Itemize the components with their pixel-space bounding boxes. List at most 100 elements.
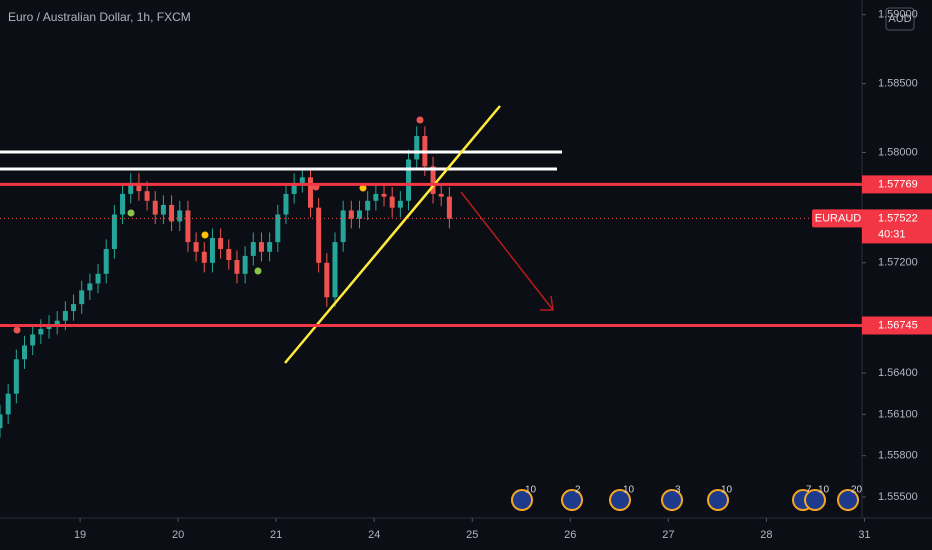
candle-body <box>193 242 199 252</box>
y-tick-label: 1.58000 <box>878 146 918 158</box>
candle-body <box>177 210 183 222</box>
event-icon <box>609 489 631 511</box>
indicator-dot <box>416 116 424 124</box>
candle-body <box>340 210 346 243</box>
candle-body <box>250 242 256 256</box>
candle-body <box>209 237 215 263</box>
candle-body <box>103 249 109 274</box>
event-count: 2 <box>575 485 581 496</box>
candle-body <box>291 182 297 194</box>
symbol-label: EURAUD <box>815 212 862 224</box>
event-icon <box>561 489 583 511</box>
candle-body <box>234 260 240 274</box>
candle-body <box>446 196 452 219</box>
y-tick-label: 1.55500 <box>878 491 918 503</box>
x-tick-label: 24 <box>368 529 380 541</box>
candle-body <box>0 414 3 429</box>
chart-title: Euro / Australian Dollar, 1h, FXCM <box>8 10 191 24</box>
x-tick-label: 31 <box>858 529 870 541</box>
event-count: 20 <box>851 485 863 496</box>
candle-body <box>365 200 371 211</box>
y-tick-label: 1.57200 <box>878 257 918 269</box>
candle-body <box>30 334 36 346</box>
symbol-box <box>812 209 864 228</box>
y-tick-label: 1.59000 <box>878 9 918 21</box>
candle-body <box>169 204 175 222</box>
candle-body <box>160 204 166 215</box>
indicator-dot <box>201 231 209 239</box>
candle-body <box>438 193 444 197</box>
price-label: 1.57769 <box>878 178 918 190</box>
candle-body <box>316 207 322 263</box>
candle-body <box>5 393 11 415</box>
candle-body <box>95 273 101 284</box>
candle-body <box>111 214 117 250</box>
event-count: 10 <box>525 485 537 496</box>
event-icon <box>804 489 826 511</box>
price-label-box <box>862 316 932 335</box>
currency-box[interactable] <box>885 7 915 31</box>
last-price-box <box>862 209 932 244</box>
candle-body <box>54 320 60 325</box>
candle-body <box>128 182 134 194</box>
candle-body <box>307 177 313 208</box>
candle-body <box>201 251 207 263</box>
event-icon <box>837 489 859 511</box>
candle-body <box>258 242 264 252</box>
last-price-label: 1.57522 <box>878 212 918 224</box>
candle-body <box>381 193 387 197</box>
x-tick-label: 25 <box>466 529 478 541</box>
event-count: 7 <box>806 485 812 496</box>
x-tick-label: 21 <box>270 529 282 541</box>
event-icon <box>707 489 729 511</box>
indicator-dot <box>13 326 21 334</box>
candle-body <box>79 290 85 305</box>
price-label: 1.56745 <box>878 319 918 331</box>
candle-body <box>373 193 379 201</box>
trend-line <box>284 105 501 364</box>
currency[interactable]: AUD <box>888 13 911 25</box>
event-count: 10 <box>623 485 635 496</box>
candle-body <box>218 237 224 250</box>
indicator-dot <box>359 184 367 192</box>
candle-body <box>144 191 150 201</box>
candle-body <box>389 196 395 208</box>
candle-body <box>283 193 289 215</box>
candle-body <box>242 255 248 274</box>
candle-body <box>13 359 19 394</box>
candle-body <box>38 328 44 335</box>
candle-body <box>397 200 403 208</box>
candle-body <box>430 166 436 194</box>
y-tick-label: 1.58500 <box>878 78 918 90</box>
candle-body <box>299 177 305 183</box>
candle-body <box>348 210 354 219</box>
x-tick-label: 28 <box>760 529 772 541</box>
candle-body <box>152 200 158 215</box>
indicator-dot <box>254 267 262 275</box>
event-icon <box>511 489 533 511</box>
arrow-head <box>540 295 554 311</box>
x-tick-label: 19 <box>74 529 86 541</box>
price-label-box <box>862 175 932 194</box>
event-count: 3 <box>675 485 681 496</box>
y-tick-label: 1.56100 <box>878 408 918 420</box>
event-icon <box>661 489 683 511</box>
candle-body <box>324 262 330 298</box>
candle-body <box>275 214 281 243</box>
candle-body <box>185 210 191 243</box>
x-tick-label: 27 <box>662 529 674 541</box>
y-tick-label: 1.55800 <box>878 450 918 462</box>
candle-body <box>136 182 142 192</box>
event-count: 10 <box>818 485 830 496</box>
candle-body <box>226 249 232 261</box>
indicator-dot <box>127 209 135 217</box>
candle-body <box>414 136 420 160</box>
candle-body <box>62 311 68 321</box>
event-count: 10 <box>721 485 733 496</box>
arrow <box>460 191 554 311</box>
candle-body <box>120 193 126 215</box>
x-tick-label: 20 <box>172 529 184 541</box>
candle-body <box>332 242 338 298</box>
